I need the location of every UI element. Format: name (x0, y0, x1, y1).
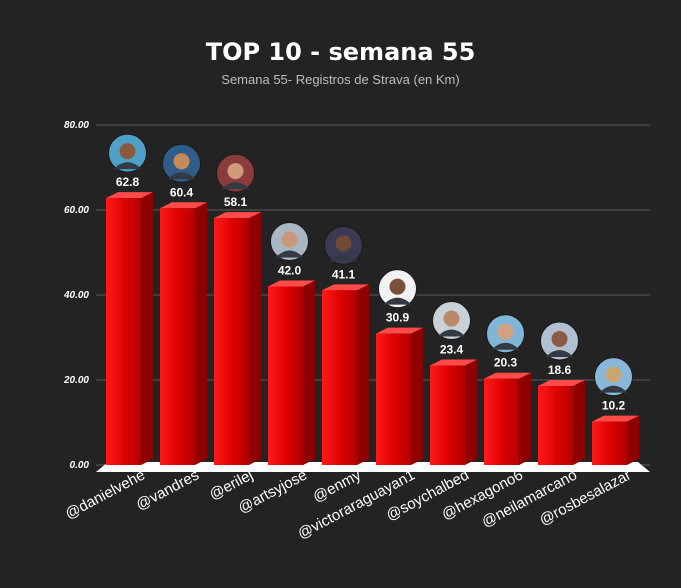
data-label: 58.1 (224, 195, 248, 209)
bars (106, 192, 639, 466)
bar (106, 198, 141, 465)
avatar (486, 314, 525, 354)
bar-top (160, 202, 207, 209)
bar-side (141, 192, 153, 465)
bar-side (303, 280, 315, 465)
bar-top (484, 372, 531, 379)
bar-side (573, 379, 585, 465)
avatar (432, 301, 471, 341)
bar (376, 333, 411, 465)
y-tick-label: 0.00 (70, 460, 90, 471)
bar-top (268, 280, 315, 287)
bar-top (322, 284, 369, 291)
bar-side (249, 212, 261, 465)
chart-subtitle: Semana 55- Registros de Strava (en Km) (221, 72, 460, 87)
bar-side (627, 415, 639, 465)
bar-side (411, 327, 423, 465)
y-tick-label: 80.00 (64, 120, 89, 131)
chart-title: TOP 10 - semana 55 (205, 38, 476, 66)
data-label: 18.6 (548, 363, 572, 377)
avatar (108, 133, 147, 173)
avatar (378, 269, 417, 309)
y-tick-label: 40.00 (63, 290, 89, 301)
avatars (108, 133, 633, 397)
bar-top (214, 212, 261, 219)
avatar (216, 153, 255, 193)
bar-top (106, 192, 153, 199)
bar-top (376, 327, 423, 334)
y-tick-label: 20.00 (63, 375, 89, 386)
data-label: 60.4 (170, 185, 194, 199)
bar-top (538, 379, 585, 386)
bar (160, 208, 195, 466)
bar-side (357, 284, 369, 465)
data-label: 41.1 (332, 267, 356, 281)
y-tick-label: 60.00 (64, 205, 89, 216)
data-label: 30.9 (386, 311, 410, 325)
bar (214, 218, 249, 465)
bar (484, 378, 519, 465)
bar (538, 385, 573, 465)
data-label: 10.2 (602, 399, 626, 413)
avatar (324, 225, 363, 265)
bar-side (465, 359, 477, 465)
avatar (162, 143, 201, 183)
bar-top (430, 359, 477, 366)
avatar (540, 321, 579, 361)
bar (430, 365, 465, 465)
avatar (270, 222, 309, 261)
bar (268, 286, 303, 465)
bar (592, 421, 627, 465)
data-label: 23.4 (440, 343, 464, 357)
data-label: 20.3 (494, 356, 518, 370)
avatar (594, 357, 633, 397)
x-category-label: @rosbesalazar (537, 467, 634, 529)
data-label: 42.0 (278, 264, 302, 278)
bar-side (519, 372, 531, 465)
x-category-label: @danielvehe (62, 467, 148, 523)
bar (322, 290, 357, 465)
bar-side (195, 202, 207, 466)
data-label: 62.8 (116, 175, 140, 189)
bar-top (592, 415, 639, 422)
